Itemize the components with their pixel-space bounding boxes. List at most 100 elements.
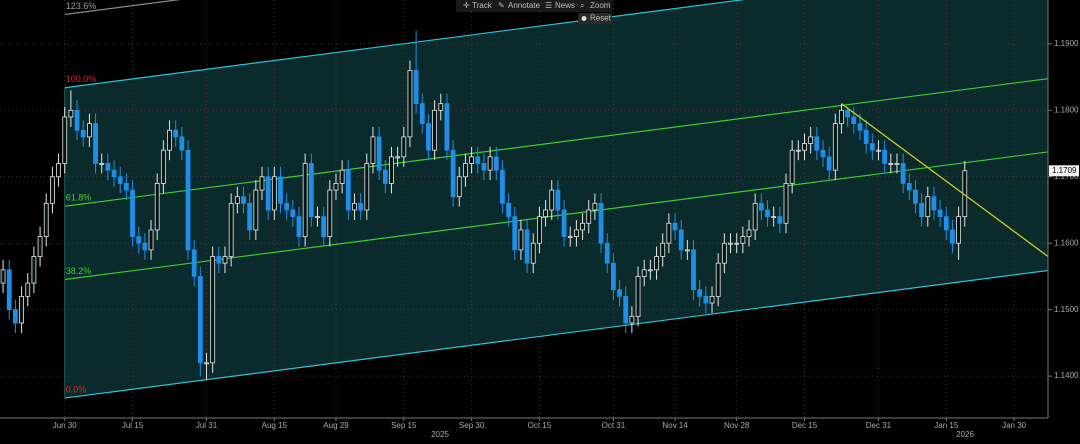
candle-body xyxy=(660,242,666,257)
toolbar-icon: ✎ xyxy=(498,1,505,10)
candle-body xyxy=(543,209,548,218)
candle-body xyxy=(265,176,271,211)
candle-body xyxy=(352,202,357,211)
candle-body xyxy=(0,269,6,284)
candle-body xyxy=(561,209,567,237)
candle-body xyxy=(512,216,518,251)
candle-body xyxy=(426,123,431,151)
candle-body xyxy=(715,262,721,297)
candle-body xyxy=(906,183,912,191)
fib-level-line xyxy=(64,78,1048,207)
candle-body xyxy=(900,163,906,184)
candle-body xyxy=(629,315,635,324)
candle-body xyxy=(43,202,49,237)
toolbar-icon: ☰ xyxy=(545,1,552,10)
candle-body xyxy=(580,222,585,231)
candle-body xyxy=(290,209,296,218)
candle-body xyxy=(857,123,863,131)
toolbar-reset[interactable]: Reset xyxy=(590,14,612,23)
candle-body xyxy=(851,116,857,125)
candle-body xyxy=(950,229,955,244)
candle-body xyxy=(247,202,253,231)
candle-body xyxy=(253,189,259,231)
candle-body xyxy=(826,156,832,171)
candle-body xyxy=(339,169,345,184)
candle-body xyxy=(148,229,154,251)
candle-body xyxy=(586,209,592,224)
candle-body xyxy=(672,222,678,231)
fib-level-label: 0.0% xyxy=(66,384,87,394)
y-tick-label: 1.1400 xyxy=(1054,371,1079,380)
candle-body xyxy=(37,236,43,257)
candle-body xyxy=(80,129,86,138)
x-tick-label: Sep 15 xyxy=(391,421,417,430)
candle-body xyxy=(506,202,511,218)
candle-body xyxy=(814,136,820,151)
candle-body xyxy=(105,163,111,171)
candle-body xyxy=(432,109,438,151)
candle-body xyxy=(537,216,542,244)
toolbar-track[interactable]: Track xyxy=(472,1,493,10)
candle-body xyxy=(882,149,888,164)
candle-body xyxy=(278,176,283,204)
candle-body xyxy=(937,209,943,218)
candle-body xyxy=(913,189,918,204)
candle-body xyxy=(19,295,24,324)
x-tick-label: Dec 31 xyxy=(866,421,892,430)
candle-body xyxy=(925,196,931,218)
candle-body xyxy=(191,249,197,277)
candle-body xyxy=(592,202,598,211)
x-tick-label: Oct 31 xyxy=(602,421,626,430)
candle-body xyxy=(820,149,826,158)
toolbar-zoom[interactable]: Zoom xyxy=(590,1,611,10)
x-tick-label: Jan 30 xyxy=(1002,421,1027,430)
candle-body xyxy=(259,176,265,191)
candle-body xyxy=(364,163,370,211)
candle-body xyxy=(789,149,795,184)
candle-body xyxy=(487,156,493,171)
candle-body xyxy=(697,289,703,297)
x-tick-label: Oct 15 xyxy=(528,421,552,430)
candle-body xyxy=(493,156,499,171)
candle-body xyxy=(500,169,505,204)
candle-body xyxy=(845,109,851,118)
candle-body xyxy=(25,282,31,297)
candle-body xyxy=(863,129,869,144)
candle-body xyxy=(117,176,123,184)
fib-level-line xyxy=(64,151,1048,281)
fib-level-label: 38.2% xyxy=(66,266,92,276)
x-tick-label: Aug 29 xyxy=(323,421,349,430)
candle-body xyxy=(721,242,727,264)
candle-body xyxy=(13,309,18,324)
fib-level-label: 123.6% xyxy=(66,1,97,11)
toolbar-annotate[interactable]: Annotate xyxy=(508,1,541,10)
candle-body xyxy=(216,256,222,264)
candle-body xyxy=(549,189,555,211)
candle-body xyxy=(321,216,327,237)
candle-body xyxy=(832,123,838,171)
candle-body xyxy=(481,163,487,171)
candle-body xyxy=(555,189,561,211)
candle-body xyxy=(234,196,240,204)
plot-area: 0.0% 38.2% 61.8% 100.0% 123.6% xyxy=(0,0,1048,418)
candle-body xyxy=(74,109,80,131)
candle-body xyxy=(62,116,68,164)
x-tick-label: Dec 15 xyxy=(792,421,818,430)
candle-body xyxy=(931,196,937,211)
x-tick-label: Jan 15 xyxy=(934,421,959,430)
toolbar-news[interactable]: News xyxy=(555,1,575,10)
candle-body xyxy=(956,216,962,244)
x-tick-label: Sep 30 xyxy=(459,421,485,430)
reset-button[interactable] xyxy=(578,13,612,24)
candle-body xyxy=(641,269,647,277)
candle-body xyxy=(31,256,37,284)
candle-body xyxy=(709,295,715,304)
candle-body xyxy=(684,249,690,252)
candle-body xyxy=(222,256,228,264)
fib-level-label: 61.8% xyxy=(66,193,92,203)
candle-body xyxy=(888,163,894,165)
candle-body xyxy=(389,156,394,184)
